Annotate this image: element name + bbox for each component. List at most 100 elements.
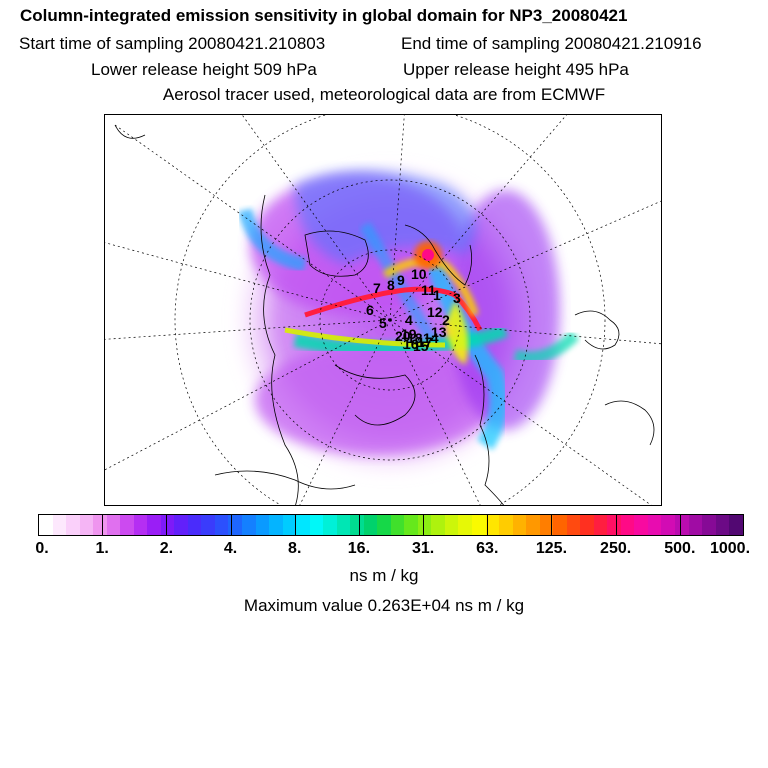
color-scale-cell xyxy=(661,515,675,535)
color-scale-cell xyxy=(66,515,80,535)
color-scale-tick-label: 31. xyxy=(411,540,435,557)
marker-label: 11 xyxy=(421,282,436,298)
color-scale-cell xyxy=(79,515,94,535)
field-yellow-patch xyxy=(445,300,469,365)
start-time: Start time of sampling 20080421.210803 xyxy=(19,34,326,53)
color-scale-tick-label: 250. xyxy=(600,540,632,557)
coastlines xyxy=(114,124,655,505)
color-scale-cell xyxy=(647,515,662,535)
lower-release-height: Lower release height 509 hPa xyxy=(91,60,317,79)
release-markers: 1 2 3 4 5 6 7 8 9 10 11 12 13 14 15 16 1… xyxy=(366,266,461,354)
color-scale-tick-line xyxy=(358,514,360,536)
data-source-info: Aerosol tracer used, meteorological data… xyxy=(162,85,606,104)
coastline-north xyxy=(404,224,473,286)
color-scale-cell xyxy=(282,515,297,535)
meridian-line xyxy=(389,319,652,505)
color-scale-cell xyxy=(93,515,107,535)
marker-label: 15 xyxy=(413,338,429,354)
color-scale-cell xyxy=(174,515,188,535)
color-scale-tick-line xyxy=(230,514,232,536)
coastline-south xyxy=(214,470,356,490)
coastline-corner xyxy=(114,124,146,139)
color-scale-tick-label: 125. xyxy=(535,540,568,557)
color-scale-cell xyxy=(674,515,689,535)
color-scale-units: ns m / kg xyxy=(349,566,419,585)
marker-label: 9 xyxy=(397,272,405,288)
marker-label: 7 xyxy=(373,280,381,296)
marker-label: 1 xyxy=(433,287,441,303)
color-scale-cell xyxy=(526,515,540,535)
marker-label: 14 xyxy=(423,330,439,346)
color-scale-cell xyxy=(702,515,716,535)
color-scale-tick-label: 1. xyxy=(95,540,109,557)
color-scale-tick-label: 500. xyxy=(664,540,696,557)
color-scale-tick-line xyxy=(551,514,553,536)
color-scale-cell xyxy=(458,515,472,535)
marker-label: 12 xyxy=(427,304,443,320)
field-south-lobe xyxy=(255,345,495,455)
color-scale-cell xyxy=(431,515,445,535)
color-scale-cell xyxy=(620,515,635,535)
color-scale-cell xyxy=(553,515,567,535)
meridian-line xyxy=(114,124,391,321)
meridian-line xyxy=(389,200,661,321)
meridian-line xyxy=(241,115,391,321)
field-yellow-streak xyxy=(284,327,446,348)
color-scale-cell xyxy=(607,515,621,535)
color-scale-cell xyxy=(241,515,256,535)
color-scale-tick-label: 0. xyxy=(35,540,49,557)
color-scale-cell xyxy=(201,515,215,535)
marker-label: 19 xyxy=(401,326,417,342)
coastline-southeast xyxy=(604,400,655,446)
color-scale-tick-line xyxy=(102,514,104,536)
coastline-east xyxy=(474,354,505,505)
color-scale-cell xyxy=(160,515,175,535)
color-scale-cell xyxy=(106,515,121,535)
color-scale-cell xyxy=(688,515,703,535)
meridian-line xyxy=(105,242,391,321)
color-scale-cell xyxy=(377,515,391,535)
coastline-center xyxy=(334,364,416,426)
marker-label: 5 xyxy=(379,315,387,331)
color-scale-cell xyxy=(309,515,324,535)
meridian-line xyxy=(105,319,391,340)
color-scale-cell xyxy=(52,515,67,535)
coastline-west xyxy=(260,194,299,505)
marker-label: 20 xyxy=(395,328,411,344)
meridian-line xyxy=(299,319,391,505)
color-scale-cell xyxy=(269,515,283,535)
color-scale-cell xyxy=(187,515,202,535)
color-scale-cell xyxy=(120,515,134,535)
marker-label: 10 xyxy=(411,266,427,282)
polar-map: 1 2 3 4 5 6 7 8 9 10 11 12 13 14 15 16 1… xyxy=(104,114,662,506)
color-scale-cell xyxy=(580,515,594,535)
coastline-far-east xyxy=(574,310,620,350)
color-scale-cell xyxy=(39,515,53,535)
coastline-island xyxy=(304,230,369,277)
color-scale-tick-label: 63. xyxy=(476,540,499,557)
marker-label: 3 xyxy=(453,290,461,306)
color-scale-cell xyxy=(255,515,270,535)
color-scale-cell xyxy=(485,515,500,535)
meridian-line xyxy=(389,115,405,321)
field-blue-arm-west xyxy=(238,208,307,272)
latitude-circle-mid xyxy=(249,179,531,461)
color-scale-tick-label: 16. xyxy=(347,540,371,557)
marker-label: 13 xyxy=(431,324,447,340)
color-scale-cell xyxy=(363,515,378,535)
color-scale-cell xyxy=(390,515,405,535)
map-canvas: 1 2 3 4 5 6 7 8 9 10 11 12 13 14 15 16 1… xyxy=(105,115,661,505)
color-scale-cell xyxy=(566,515,581,535)
graticule xyxy=(105,115,661,505)
color-scale-cell xyxy=(472,515,486,535)
field-cyan-arm-east xyxy=(426,262,508,450)
color-scale-cell xyxy=(133,515,148,535)
color-scale-cell xyxy=(350,515,364,535)
color-scale-tick-line xyxy=(166,514,168,536)
color-scale-cell xyxy=(512,515,527,535)
color-scale-tick-line xyxy=(294,514,296,536)
field-green-arm-east xyxy=(513,330,580,364)
marker-label: 2 xyxy=(442,312,450,328)
field-blue-band-north xyxy=(295,170,477,265)
color-scale-cell xyxy=(214,515,229,535)
